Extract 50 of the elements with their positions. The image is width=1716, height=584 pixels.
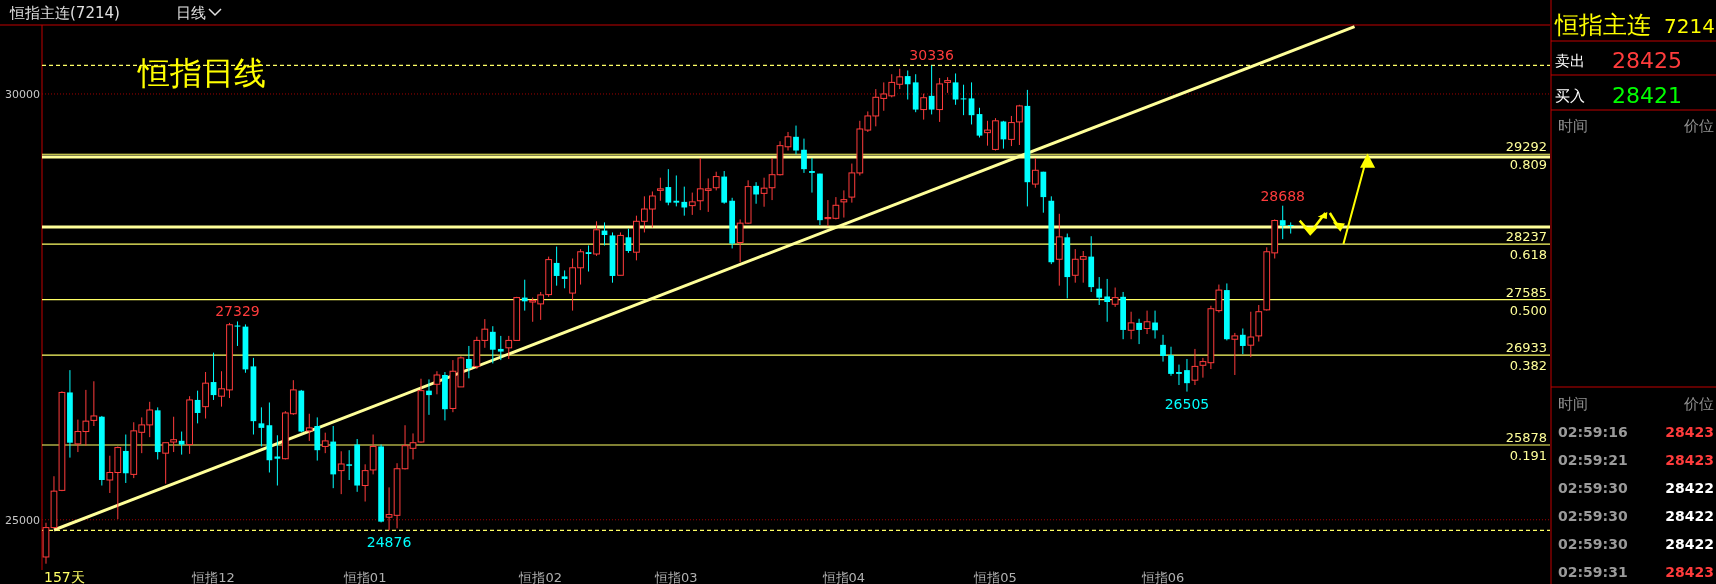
y-tick-label: 30000 — [5, 87, 40, 101]
ref-line-label: 27585 — [1505, 284, 1547, 300]
annotation: 157天 — [44, 569, 85, 584]
text: 价位 — [1683, 117, 1714, 135]
text: 恒指日线 — [137, 54, 266, 92]
text: 02:59:16 — [1558, 424, 1628, 440]
y-tick-label: 25000 — [5, 513, 40, 527]
annotation: 30336 — [909, 47, 954, 64]
x-tick-label: 恒指01 — [342, 570, 387, 584]
text: 日线 — [176, 4, 206, 22]
x-tick-label: 恒指12 — [191, 570, 235, 584]
text: 28421 — [1612, 83, 1682, 108]
annotation: 26505 — [1164, 395, 1210, 412]
x-tick-label: 恒指05 — [973, 570, 1017, 584]
annotation: 0.809 — [1509, 157, 1547, 173]
annotation: 0.382 — [1509, 358, 1547, 374]
text: 02:59:30 — [1558, 536, 1628, 552]
annotation: 0.500 — [1509, 302, 1547, 318]
text: 28425 — [1612, 48, 1682, 73]
chart-subtitle: 恒指主连(7214) — [9, 4, 120, 22]
ref-line-label: 29292 — [1505, 139, 1547, 155]
text: 时间 — [1558, 395, 1588, 413]
text: 7214 — [1664, 14, 1715, 38]
annotation: 27329 — [215, 303, 260, 320]
text: 02:59:30 — [1558, 480, 1628, 496]
x-tick-label: 恒指02 — [518, 570, 562, 584]
x-tick-label: 恒指03 — [654, 570, 698, 584]
text: 02:59:21 — [1558, 452, 1628, 468]
text: 02:59:31 — [1558, 564, 1628, 580]
text: 时间 — [1558, 117, 1588, 135]
x-tick-label: 恒指06 — [1140, 570, 1185, 584]
text: 28423 — [1665, 452, 1714, 468]
text: 买入 — [1555, 87, 1585, 105]
text: 02:59:30 — [1558, 508, 1628, 524]
text: 价位 — [1683, 395, 1714, 413]
x-tick-label: 恒指04 — [821, 570, 866, 584]
text: 卖出 — [1555, 52, 1585, 70]
text: 恒指主连 — [1554, 11, 1651, 39]
ref-line-label: 25878 — [1505, 429, 1547, 445]
text: 28422 — [1665, 508, 1714, 524]
text: 28422 — [1665, 480, 1714, 496]
text: 28423 — [1665, 564, 1714, 580]
ref-line-label: 26933 — [1505, 340, 1547, 356]
text: 28423 — [1665, 424, 1714, 440]
annotation: 0.618 — [1509, 247, 1547, 263]
annotation: 0.191 — [1509, 447, 1547, 463]
annotation: 24876 — [366, 534, 412, 551]
text: 28422 — [1665, 536, 1714, 552]
annotation: 28688 — [1260, 187, 1305, 204]
ref-line-label: 28237 — [1505, 229, 1547, 245]
